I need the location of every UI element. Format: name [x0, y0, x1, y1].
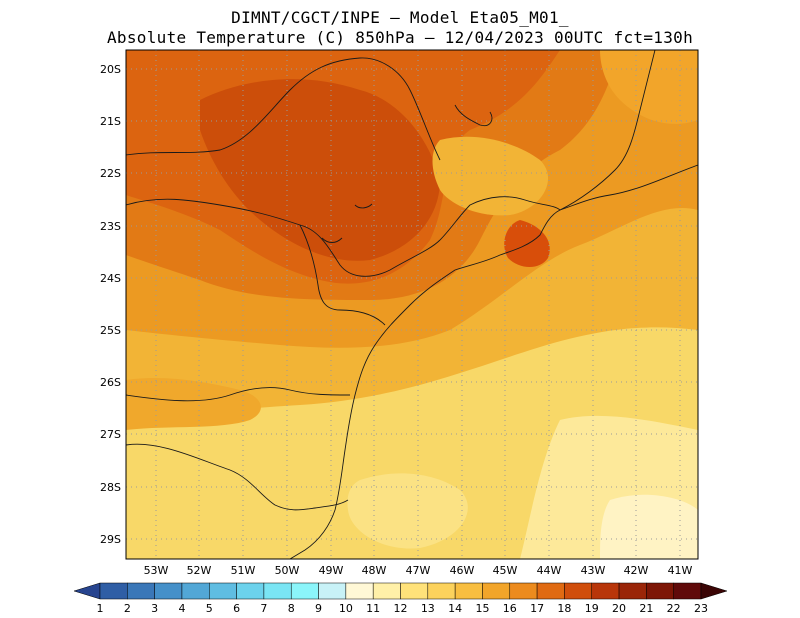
colorbar-label: 2 — [124, 602, 131, 615]
colorbar-label: 10 — [339, 602, 353, 615]
border-mg-es — [559, 50, 656, 211]
colorbar-swatch — [236, 582, 265, 600]
colorbar-label: 5 — [206, 602, 213, 615]
lon-label: 53W — [144, 564, 169, 577]
colorbar-swatch — [263, 582, 292, 600]
lat-label: 23S — [100, 220, 121, 233]
lat-label: 26S — [100, 376, 121, 389]
colorbar-label: 21 — [639, 602, 653, 615]
lat-label: 28S — [100, 481, 121, 494]
colorbar-swatch — [482, 582, 511, 600]
colorbar-swatch — [591, 582, 620, 600]
colorbar-label: 14 — [448, 602, 462, 615]
lat-label: 22S — [100, 167, 121, 180]
colorbar-swatch — [427, 582, 456, 600]
colorbar-label: 23 — [694, 602, 708, 615]
colorbar-label: 8 — [288, 602, 295, 615]
colorbar-label: 13 — [421, 602, 435, 615]
colorbar-label: 4 — [178, 602, 185, 615]
lat-label: 29S — [100, 533, 121, 546]
colorbar-swatch — [345, 582, 374, 600]
lon-label: 44W — [537, 564, 562, 577]
lat-label: 25S — [100, 324, 121, 337]
longitude-axis: 53W 52W 51W 50W 49W 48W 47W 46W 45W 44W … — [144, 564, 693, 577]
lat-label: 21S — [100, 115, 121, 128]
colorbar-swatch — [290, 582, 319, 600]
colorbar-label: 6 — [233, 602, 240, 615]
lon-label: 45W — [493, 564, 518, 577]
colorbar-label: 1 — [97, 602, 104, 615]
lon-label: 50W — [275, 564, 300, 577]
colorbar-label: 9 — [315, 602, 322, 615]
colorbar-swatch — [454, 582, 483, 600]
colorbar-swatch — [99, 582, 128, 600]
lon-label: 52W — [187, 564, 212, 577]
colorbar: 1 2 3 4 5 6 7 8 9 10 11 12 13 14 15 16 17 18 19 20 21 22 23 — [73, 582, 728, 615]
colorbar-swatch — [209, 582, 237, 600]
colorbar-label: 3 — [151, 602, 158, 615]
lon-label: 47W — [406, 564, 431, 577]
lat-label: 27S — [100, 428, 121, 441]
colorbar-swatch — [372, 582, 401, 600]
map-title-line-2: Absolute Temperature (C) 850hPa — 12/04/… — [106, 28, 694, 47]
border-sc-rs — [126, 443, 349, 511]
colorbar-swatch — [181, 582, 210, 600]
colorbar-swatch — [646, 582, 674, 600]
colorbar-swatch — [400, 582, 429, 600]
lat-label: 20S — [100, 63, 121, 76]
colorbar-swatch — [618, 582, 647, 600]
lon-label: 51W — [231, 564, 256, 577]
lon-label: 46W — [450, 564, 475, 577]
border-sp-pr — [299, 224, 386, 326]
map-grid — [126, 50, 698, 559]
colorbar-swatch — [673, 582, 702, 600]
lake-3 — [321, 237, 343, 243]
colorbar-swatch — [564, 582, 592, 600]
map-frame — [125, 49, 699, 560]
map-title-line-1: DIMNT/CGCT/INPE — Model Eta05_M01_ — [231, 8, 569, 27]
colorbar-label: 7 — [260, 602, 267, 615]
colorbar-swatch — [154, 582, 183, 600]
map-fill — [126, 50, 698, 559]
colorbar-swatch — [536, 582, 565, 600]
colorbar-label: 19 — [585, 602, 599, 615]
colorbar-swatch — [73, 582, 101, 600]
colorbar-label: 17 — [530, 602, 544, 615]
lon-label: 42W — [624, 564, 649, 577]
colorbar-label: 22 — [667, 602, 681, 615]
colorbar-swatch — [318, 582, 347, 600]
colorbar-label: 16 — [503, 602, 517, 615]
colorbar-label: 18 — [557, 602, 571, 615]
colorbar-swatch — [127, 582, 155, 600]
colorbar-label: 15 — [475, 602, 489, 615]
lat-label: 24S — [100, 272, 121, 285]
border-mg-sp — [126, 198, 441, 277]
colorbar-swatch — [509, 582, 538, 600]
coastline — [289, 164, 698, 559]
border-mg-north — [126, 57, 441, 161]
lon-label: 48W — [362, 564, 387, 577]
lake — [454, 104, 493, 127]
map-borders — [126, 50, 698, 559]
lon-label: 43W — [581, 564, 606, 577]
colorbar-label: 11 — [366, 602, 380, 615]
lon-label: 49W — [319, 564, 344, 577]
lake-2 — [354, 203, 373, 209]
lon-label: 41W — [668, 564, 693, 577]
border-mg-rj — [439, 196, 561, 241]
colorbar-swatch — [700, 582, 728, 600]
border-pr-sc — [126, 387, 351, 402]
colorbar-label: 20 — [612, 602, 626, 615]
latitude-axis: 20S 21S 22S 23S 24S 25S 26S 27S 28S 29S — [100, 63, 121, 546]
colorbar-label: 12 — [394, 602, 408, 615]
